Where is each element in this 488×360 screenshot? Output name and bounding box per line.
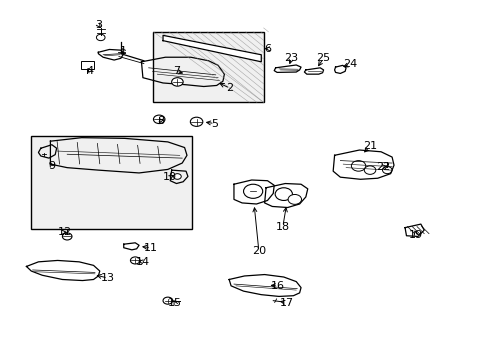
- Text: 2: 2: [226, 83, 233, 93]
- Text: 24: 24: [342, 59, 356, 69]
- Circle shape: [163, 297, 172, 304]
- Bar: [153, 32, 263, 102]
- Text: 12: 12: [58, 227, 72, 237]
- Text: 1: 1: [120, 46, 127, 56]
- Text: 8: 8: [157, 116, 164, 126]
- Circle shape: [382, 167, 391, 174]
- Text: 14: 14: [136, 257, 150, 267]
- Text: 19: 19: [408, 230, 422, 240]
- Text: 21: 21: [362, 141, 376, 152]
- Text: 22: 22: [376, 162, 390, 172]
- Circle shape: [130, 257, 140, 264]
- Text: 13: 13: [101, 273, 115, 283]
- Bar: [81, 61, 94, 69]
- Circle shape: [153, 115, 164, 123]
- Circle shape: [171, 78, 183, 86]
- Text: 6: 6: [264, 44, 270, 54]
- Circle shape: [173, 174, 181, 179]
- Text: 15: 15: [168, 298, 182, 308]
- Circle shape: [275, 188, 292, 201]
- Text: 25: 25: [316, 53, 330, 63]
- Text: 11: 11: [144, 243, 158, 253]
- Text: 20: 20: [251, 246, 265, 256]
- Text: 16: 16: [270, 281, 285, 291]
- Circle shape: [364, 166, 375, 174]
- Text: 17: 17: [279, 298, 293, 308]
- Text: 23: 23: [284, 53, 298, 63]
- Text: 4: 4: [86, 66, 94, 76]
- Bar: [31, 136, 191, 229]
- Circle shape: [351, 161, 365, 171]
- Text: 3: 3: [95, 20, 102, 30]
- Text: 7: 7: [173, 66, 180, 76]
- Text: 9: 9: [48, 161, 55, 171]
- Text: 18: 18: [275, 221, 289, 231]
- Polygon shape: [163, 35, 261, 62]
- Circle shape: [287, 194, 301, 204]
- Circle shape: [190, 117, 203, 126]
- Circle shape: [62, 233, 72, 240]
- Text: 10: 10: [163, 172, 177, 182]
- Circle shape: [96, 34, 105, 41]
- Circle shape: [243, 184, 262, 198]
- Text: 5: 5: [211, 118, 218, 129]
